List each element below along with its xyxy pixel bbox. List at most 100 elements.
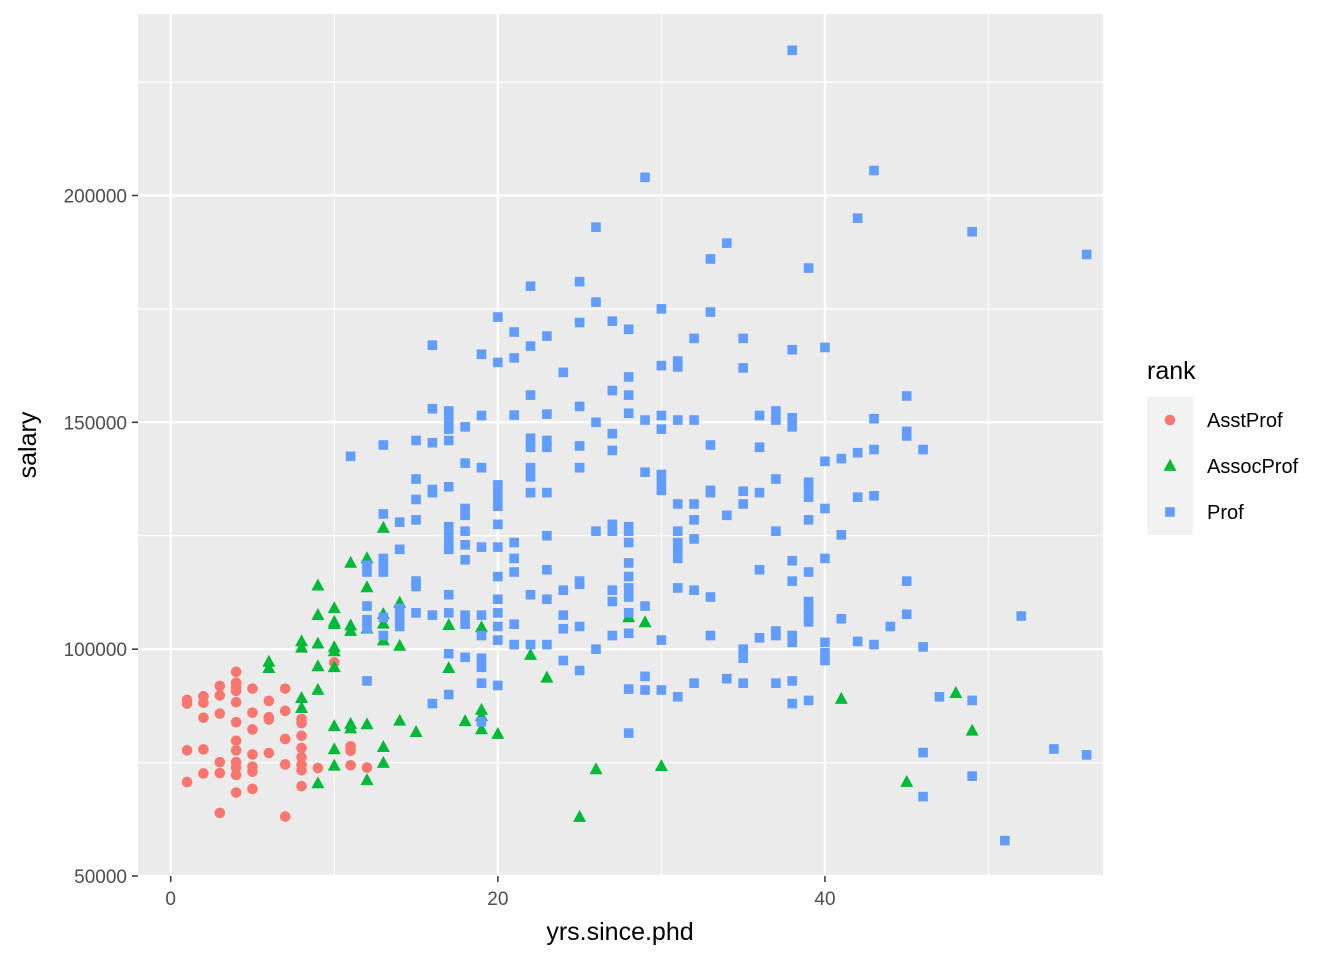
y-tick-label: 200000: [64, 186, 127, 207]
data-point: [574, 462, 585, 473]
data-point: [525, 341, 536, 351]
data-point: [540, 670, 554, 683]
data-point: [509, 410, 519, 420]
data-point: [803, 596, 814, 607]
data-point: [525, 471, 536, 482]
data-point: [689, 585, 699, 595]
data-point: [689, 333, 699, 344]
data-point: [623, 608, 634, 618]
data-point: [542, 594, 552, 605]
data-point: [705, 440, 716, 450]
data-point: [476, 716, 487, 727]
data-point: [198, 712, 209, 723]
data-point: [820, 637, 830, 648]
data-point: [327, 640, 341, 653]
data-point: [345, 740, 356, 752]
data-point: [296, 759, 307, 771]
data-point: [591, 644, 601, 654]
data-point: [1000, 835, 1010, 846]
data-point: [918, 747, 928, 758]
data-point: [360, 773, 374, 786]
data-point: [311, 608, 325, 620]
data-point: [623, 684, 634, 694]
data-point: [787, 344, 798, 355]
data-point: [787, 555, 798, 566]
x-axis-title: yrs.since.phd: [546, 918, 693, 946]
data-point: [803, 515, 814, 525]
legend-marker-prof: [1165, 507, 1175, 517]
data-point: [787, 637, 798, 648]
data-point: [296, 780, 307, 792]
data-point: [656, 476, 667, 487]
data-point: [327, 758, 341, 771]
data-point: [900, 774, 914, 787]
legend: rank AsstProf AssocProf Prof: [1147, 357, 1299, 535]
data-point: [623, 558, 634, 568]
data-point: [378, 560, 389, 571]
data-point: [460, 510, 470, 521]
data-point: [493, 357, 503, 368]
data-point: [574, 576, 585, 586]
data-point: [623, 324, 634, 335]
data-point: [327, 742, 341, 755]
data-point: [869, 639, 879, 650]
data-point: [247, 761, 258, 772]
data-point: [689, 534, 699, 544]
data-point: [967, 226, 977, 237]
data-point: [738, 653, 748, 664]
data-point: [689, 415, 699, 425]
data-point: [214, 767, 226, 779]
data-point: [787, 630, 798, 641]
data-point: [542, 564, 552, 575]
data-point: [574, 317, 585, 328]
data-point: [443, 544, 454, 555]
data-point: [705, 630, 716, 641]
data-point: [378, 612, 389, 623]
data-point: [476, 462, 487, 473]
data-point: [525, 442, 536, 453]
data-point: [852, 447, 863, 458]
series-asstprof: [181, 657, 373, 822]
data-point: [525, 589, 536, 600]
series-assocprof: [262, 520, 979, 822]
data-point: [574, 401, 585, 412]
data-point: [656, 635, 667, 645]
data-point: [493, 480, 503, 490]
data-point: [836, 530, 847, 540]
data-point: [738, 678, 748, 688]
data-point: [360, 717, 374, 730]
x-tick-label: 40: [814, 889, 835, 910]
data-point: [443, 537, 454, 548]
data-point: [672, 583, 683, 593]
data-point: [803, 483, 814, 493]
data-point: [360, 580, 374, 593]
data-point: [443, 648, 454, 659]
data-point: [558, 367, 569, 378]
data-point: [295, 634, 309, 647]
data-point: [852, 636, 863, 647]
data-point: [689, 678, 699, 688]
legend-title: rank: [1147, 357, 1196, 385]
data-points: [181, 45, 1092, 846]
data-point: [443, 435, 454, 446]
data-point: [378, 509, 389, 519]
data-point: [345, 760, 356, 771]
data-point: [771, 626, 781, 636]
data-point: [427, 437, 438, 448]
data-point: [803, 695, 814, 706]
data-point: [640, 415, 650, 425]
data-point: [230, 677, 242, 689]
data-point: [1016, 611, 1027, 621]
data-point: [362, 614, 372, 625]
data-point: [869, 413, 879, 424]
legend-label-asstprof: AsstProf: [1207, 410, 1283, 432]
data-point: [787, 412, 798, 423]
data-point: [656, 304, 667, 314]
data-point: [820, 342, 830, 353]
data-point: [771, 415, 781, 425]
data-point: [443, 481, 454, 492]
data-point: [623, 628, 634, 639]
data-point: [738, 333, 748, 344]
data-point: [918, 642, 928, 652]
